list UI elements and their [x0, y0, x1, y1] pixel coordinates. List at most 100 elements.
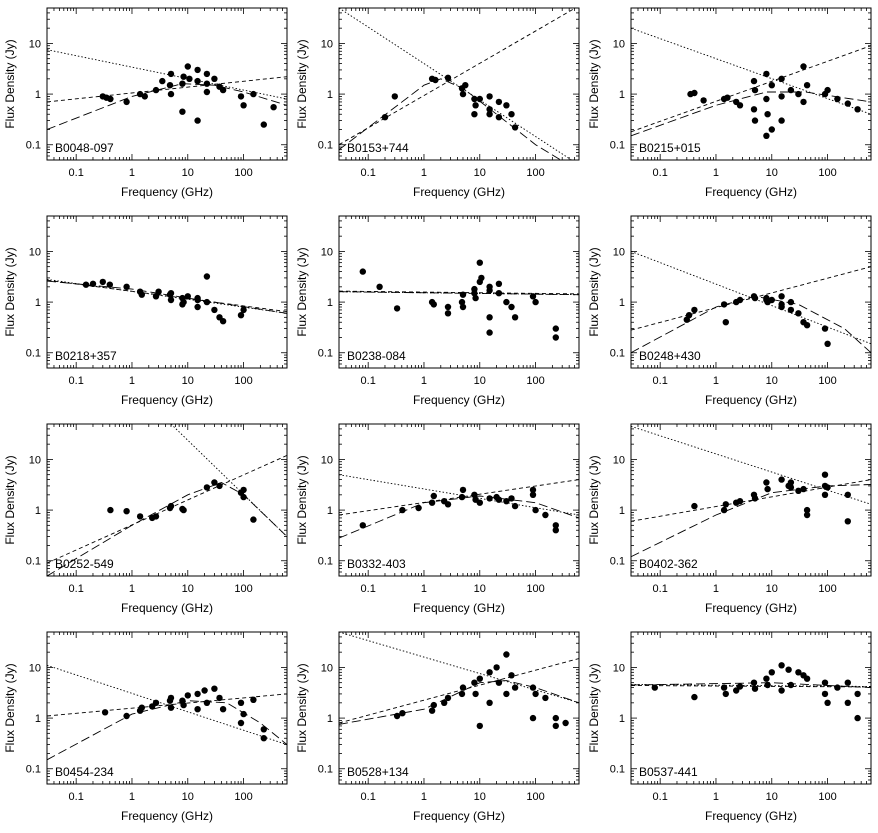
- y-tick-label: 10: [29, 246, 41, 258]
- y-axis-label: Flux Density (Jy): [295, 39, 309, 128]
- x-tick-label: 1: [713, 791, 719, 803]
- panel-b0402-362: 0.1 1 10 100 0.1 1 10 Frequency (GHz) Flux Densi…: [587, 423, 872, 615]
- data-point: [260, 121, 267, 128]
- data-point: [237, 719, 245, 727]
- data-point: [123, 712, 130, 720]
- data-point: [824, 484, 831, 491]
- fit-longdash-line: [339, 495, 579, 539]
- data-point: [691, 89, 698, 97]
- data-point: [552, 522, 559, 529]
- data-point: [768, 82, 775, 89]
- panel-b0048-097: 0.1 1 10 100 0.1 1 10 Frequency (GHz) Flux Densi…: [3, 7, 288, 199]
- y-axis-label: Flux Density (Jy): [295, 247, 309, 336]
- data-point: [472, 102, 479, 109]
- data-point: [237, 312, 245, 319]
- data-point: [511, 314, 519, 321]
- data-point: [458, 493, 466, 501]
- data-point: [428, 707, 436, 714]
- data-point: [844, 699, 851, 706]
- x-axis-label: Frequency (GHz): [705, 393, 797, 407]
- data-point: [795, 310, 802, 317]
- data-point: [763, 95, 770, 103]
- data-point: [194, 117, 201, 124]
- y-tick-label: 1: [327, 297, 333, 309]
- y-tick-label: 10: [29, 662, 41, 674]
- data-point: [167, 296, 175, 304]
- data-point: [359, 268, 366, 275]
- data-point: [800, 485, 807, 493]
- plot-frame: [630, 423, 872, 577]
- data-point: [399, 710, 406, 717]
- data-point: [391, 93, 398, 100]
- data-point: [503, 298, 510, 306]
- data-point: [180, 701, 187, 709]
- data-point: [542, 511, 549, 519]
- data-point: [803, 506, 811, 514]
- fit-longdash-line: [339, 291, 579, 296]
- data-point: [240, 102, 247, 109]
- data-point: [179, 108, 186, 115]
- x-tick-label: 1: [421, 583, 427, 595]
- fit-dotted-line: [47, 49, 287, 100]
- fit-longdash-line: [47, 700, 287, 761]
- x-axis-label: Frequency (GHz): [413, 809, 505, 823]
- x-tick-label: 1: [129, 791, 135, 803]
- x-tick-label: 100: [526, 167, 544, 179]
- data-point: [751, 294, 759, 302]
- x-axis-label: Frequency (GHz): [705, 809, 797, 823]
- data-point: [203, 699, 211, 706]
- data-point: [486, 287, 493, 294]
- y-tick-label: 0.1: [610, 556, 625, 568]
- data-point: [751, 495, 759, 502]
- x-axis-label: Frequency (GHz): [121, 809, 213, 823]
- data-point: [529, 684, 537, 691]
- y-axis-label: Flux Density (Jy): [295, 455, 309, 544]
- panel-b0528+134: 0.1 1 10 100 0.1 1 10 Frequency (GHz) Flux Densi…: [295, 631, 580, 823]
- data-point: [778, 93, 785, 100]
- fit-longdash-line: [631, 484, 871, 558]
- x-tick-label: 0.1: [653, 167, 668, 179]
- x-axis-label: Frequency (GHz): [413, 601, 505, 615]
- data-point: [787, 681, 795, 689]
- data-point: [529, 293, 537, 300]
- y-tick-label: 0.1: [26, 140, 41, 152]
- data-point: [503, 102, 510, 109]
- data-point: [785, 666, 792, 673]
- y-tick-label: 10: [321, 662, 333, 674]
- data-point: [203, 70, 211, 78]
- data-point: [529, 486, 537, 494]
- data-point: [101, 709, 109, 716]
- data-point: [854, 690, 861, 698]
- data-point: [194, 296, 201, 304]
- data-point: [203, 298, 211, 306]
- data-point: [844, 518, 851, 525]
- fit-dashed-line: [47, 279, 287, 313]
- x-tick-label: 10: [766, 791, 778, 803]
- data-point: [529, 714, 537, 722]
- y-axis-label: Flux Density (Jy): [587, 39, 601, 128]
- data-point: [167, 694, 175, 702]
- data-point: [478, 274, 485, 282]
- data-point: [495, 290, 503, 297]
- panel-b0238-084: 0.1 1 10 100 0.1 1 10 Frequency (GHz) Flux Densi…: [295, 215, 580, 407]
- data-point: [459, 684, 467, 691]
- fit-longdash-line: [47, 482, 287, 576]
- data-point: [471, 491, 478, 498]
- data-point: [219, 706, 227, 713]
- data-point: [203, 88, 211, 96]
- y-tick-label: 1: [327, 713, 333, 725]
- x-tick-label: 0.1: [361, 375, 376, 387]
- data-point: [795, 90, 802, 98]
- plot-frame: [338, 423, 580, 577]
- y-axis-label: Flux Density (Jy): [587, 455, 601, 544]
- y-tick-label: 10: [613, 662, 625, 674]
- data-point: [787, 479, 795, 486]
- data-point: [844, 679, 851, 686]
- x-tick-label: 1: [421, 791, 427, 803]
- plot-frame: [338, 7, 580, 161]
- data-point: [141, 93, 148, 100]
- fit-dotted-line: [170, 424, 287, 537]
- data-point: [459, 291, 467, 298]
- data-point: [240, 493, 247, 501]
- fit-dashed-line: [47, 693, 287, 717]
